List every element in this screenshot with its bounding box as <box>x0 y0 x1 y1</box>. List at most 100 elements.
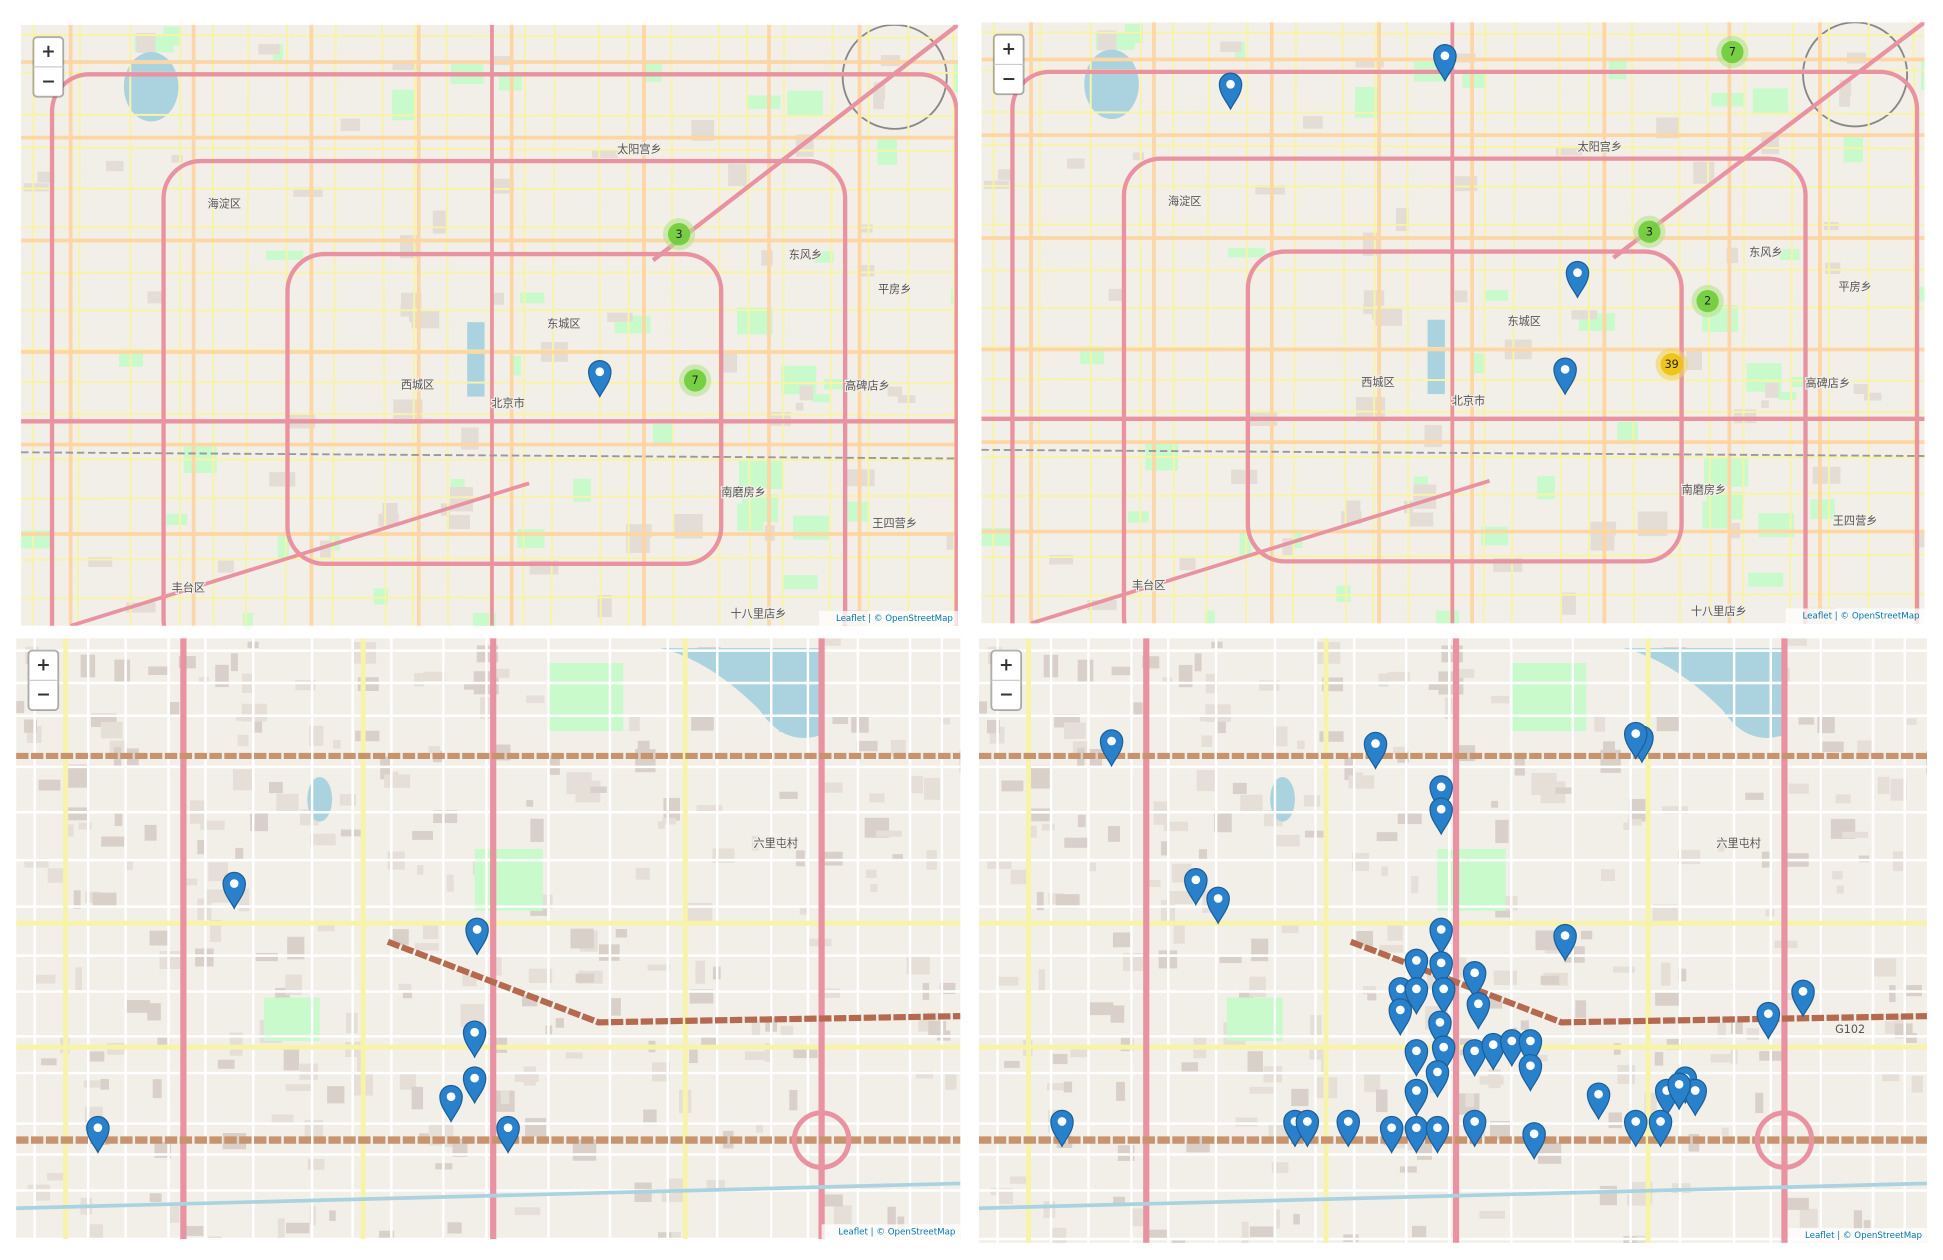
map-marker[interactable] <box>1522 1122 1546 1161</box>
map-marker[interactable] <box>1462 961 1487 999</box>
map-marker[interactable] <box>1791 979 1815 1018</box>
map-marker[interactable] <box>1623 721 1648 760</box>
map-marker[interactable] <box>1462 1039 1487 1078</box>
map-marker[interactable] <box>1518 1029 1543 1068</box>
building <box>495 1035 508 1053</box>
marker-pin <box>1429 797 1453 836</box>
attribution[interactable]: Leaflet | © OpenStreetMap <box>836 614 953 624</box>
building <box>940 717 951 725</box>
marker-cluster[interactable]: 7 <box>1716 35 1749 69</box>
attribution[interactable]: Leaflet | © OpenStreetMap <box>1803 611 1920 621</box>
map-marker[interactable] <box>1756 1001 1781 1040</box>
zoom-in-button[interactable]: + <box>41 42 56 62</box>
place-label: 东风乡 <box>789 248 822 261</box>
map-marker[interactable] <box>1404 948 1429 987</box>
map-marker[interactable] <box>1388 998 1413 1037</box>
cluster-inner <box>1721 40 1744 64</box>
building <box>197 839 205 855</box>
map-marker[interactable] <box>1667 1072 1691 1111</box>
building <box>1863 1220 1871 1233</box>
block <box>136 32 156 53</box>
marker-cluster[interactable]: 3 <box>662 218 696 251</box>
map-marker[interactable] <box>1623 1109 1648 1148</box>
map-marker[interactable] <box>1425 1115 1450 1154</box>
map-marker[interactable] <box>1184 868 1208 907</box>
map-marker[interactable] <box>86 1115 110 1154</box>
building <box>1835 794 1851 804</box>
road <box>1630 22 1636 624</box>
map-marker[interactable] <box>1404 1078 1429 1117</box>
zoom-in-button[interactable]: + <box>999 655 1014 675</box>
map-marker[interactable] <box>1404 1039 1429 1078</box>
map-marker[interactable] <box>222 871 246 910</box>
marker-pin <box>1500 1029 1524 1068</box>
map-marker[interactable] <box>462 1066 487 1105</box>
map-marker[interactable] <box>1425 1060 1450 1099</box>
map-marker[interactable] <box>1363 731 1388 770</box>
map-marker[interactable] <box>1466 992 1491 1030</box>
map-marker[interactable] <box>1462 1109 1487 1148</box>
building <box>1116 1081 1125 1101</box>
marker-dot <box>1507 1036 1517 1046</box>
map-marker[interactable] <box>588 360 612 398</box>
marker-cluster[interactable]: 7 <box>679 364 712 397</box>
map-marker[interactable] <box>1295 1109 1320 1148</box>
building <box>1031 808 1051 822</box>
map-marker[interactable] <box>1429 951 1453 990</box>
map-marker[interactable] <box>1429 917 1453 956</box>
marker-pin <box>1623 721 1648 760</box>
map-marker[interactable] <box>1404 977 1429 1016</box>
marker-cluster[interactable]: 2 <box>1691 285 1724 318</box>
cluster-count: 7 <box>692 374 699 387</box>
zoom-out-button[interactable]: − <box>1001 69 1016 89</box>
zoom-in-button[interactable]: + <box>36 655 51 675</box>
map-marker[interactable] <box>462 1020 487 1059</box>
attribution[interactable]: Leaflet | © OpenStreetMap <box>1805 1231 1922 1241</box>
marker-pin <box>1756 1001 1781 1040</box>
marker-dot <box>1674 1079 1684 1089</box>
map-marker[interactable] <box>1431 977 1456 1016</box>
map-marker[interactable] <box>1565 260 1590 299</box>
building <box>892 854 903 861</box>
zoom-out-button[interactable]: − <box>999 685 1014 705</box>
building <box>924 777 940 800</box>
map-marker[interactable] <box>439 1085 463 1123</box>
building <box>1392 746 1405 755</box>
attribution[interactable]: Leaflet | © OpenStreetMap <box>838 1227 955 1237</box>
map-marker[interactable] <box>1518 1054 1543 1092</box>
map-marker[interactable] <box>1500 1029 1524 1068</box>
map-marker[interactable] <box>1431 1035 1456 1074</box>
building <box>647 964 670 971</box>
zoom-in-button[interactable]: + <box>1001 40 1016 60</box>
map-marker[interactable] <box>1586 1082 1611 1121</box>
map-marker[interactable] <box>1481 1032 1506 1071</box>
marker-pin <box>1433 44 1457 82</box>
map-marker[interactable] <box>1429 797 1453 836</box>
map-marker[interactable] <box>1206 886 1230 925</box>
marker-cluster[interactable]: 39 <box>1655 348 1688 381</box>
building <box>1232 782 1247 795</box>
cluster-inner <box>684 369 707 392</box>
zoom-out-button[interactable]: − <box>36 685 51 705</box>
map-marker[interactable] <box>1428 1010 1452 1049</box>
building <box>1594 716 1606 732</box>
map-marker[interactable] <box>496 1115 520 1154</box>
map-marker[interactable] <box>1433 44 1457 82</box>
building <box>1027 825 1037 838</box>
map-marker[interactable] <box>1648 1109 1673 1148</box>
map-marker[interactable] <box>1336 1109 1361 1148</box>
map-marker[interactable] <box>465 917 489 956</box>
building <box>416 865 424 875</box>
marker-cluster[interactable]: 3 <box>1633 215 1666 248</box>
building <box>1877 776 1890 795</box>
marker-dot <box>595 367 605 377</box>
map-marker[interactable] <box>1553 357 1577 396</box>
zoom-out-button[interactable]: − <box>41 72 56 92</box>
map-marker[interactable] <box>1553 923 1577 962</box>
map-marker[interactable] <box>1379 1115 1404 1154</box>
map-marker[interactable] <box>1099 729 1124 768</box>
map-marker[interactable] <box>1429 775 1453 814</box>
map-marker[interactable] <box>1404 1115 1429 1154</box>
map-marker[interactable] <box>1218 72 1243 111</box>
map-marker[interactable] <box>1050 1109 1074 1148</box>
